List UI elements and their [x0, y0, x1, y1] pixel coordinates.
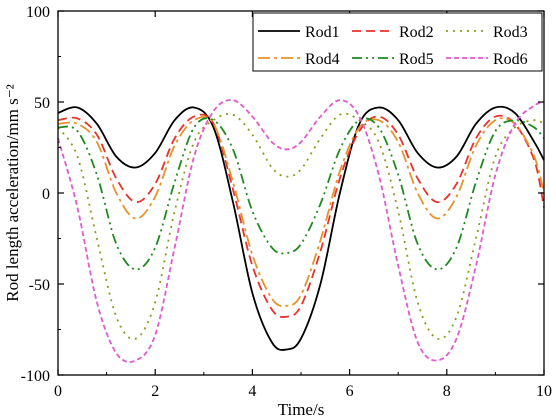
- series-line-rod1: [57, 105, 545, 351]
- legend-label-rod6: Rod6: [493, 51, 528, 68]
- x-tick-label: 10: [536, 383, 552, 400]
- legend-label-rod4: Rod4: [305, 51, 340, 68]
- series-line-rod4: [57, 115, 545, 308]
- x-tick-label: 8: [443, 383, 451, 400]
- y-axis-title: Rod length acceleration/mm s⁻²: [3, 84, 22, 302]
- series-line-rod2: [57, 113, 545, 318]
- legend-label-rod1: Rod1: [305, 24, 340, 41]
- x-axis-title: Time/s: [278, 400, 325, 419]
- y-tick-label: 50: [34, 95, 50, 112]
- x-tick-label: 0: [54, 383, 62, 400]
- legend: Rod1 Rod2 Rod3 Rod4 Rod5 Rod6: [252, 12, 543, 72]
- series-group: [57, 99, 545, 363]
- series-line-rod6: [57, 99, 545, 363]
- x-tick-label: 6: [346, 383, 354, 400]
- y-axis-ticks: -100 -50 0 50 100: [21, 4, 544, 385]
- y-tick-label: -100: [21, 368, 50, 385]
- legend-label-rod2: Rod2: [399, 24, 434, 41]
- x-tick-label: 2: [151, 383, 159, 400]
- y-tick-label: 100: [26, 4, 50, 21]
- legend-box: [252, 12, 543, 72]
- legend-label-rod5: Rod5: [399, 51, 434, 68]
- y-tick-label: -50: [29, 277, 50, 294]
- x-tick-label: 4: [248, 383, 256, 400]
- y-tick-label: 0: [42, 186, 50, 203]
- legend-label-rod3: Rod3: [493, 24, 528, 41]
